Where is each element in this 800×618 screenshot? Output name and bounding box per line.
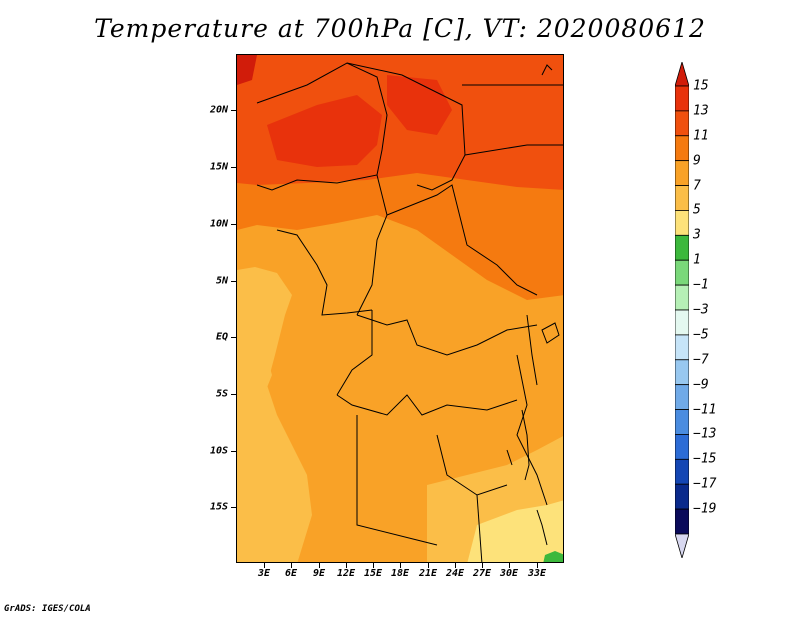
colorbar-cell	[675, 234, 689, 261]
colorbar-cell	[675, 359, 689, 386]
colorbar-cell	[675, 160, 689, 186]
y-tick	[231, 167, 236, 168]
band-13-15-a	[267, 95, 382, 167]
x-tick	[291, 563, 292, 568]
x-tick-label: 18E	[390, 568, 410, 579]
band-9-11	[237, 165, 563, 300]
x-tick	[346, 563, 347, 568]
x-tick-label: 9E	[312, 568, 326, 579]
y-tick-label: 15N	[209, 161, 228, 173]
x-tick	[455, 563, 456, 568]
colorbar-label: −11	[693, 402, 717, 418]
x-tick-label: 21E	[418, 568, 438, 579]
country-borders	[256, 62, 563, 562]
colorbar-cell	[675, 384, 689, 410]
x-tick-label: 24E	[445, 568, 465, 579]
y-tick-label: 15S	[209, 501, 228, 513]
colorbar-label: 9	[693, 153, 701, 169]
colorbar-label: −3	[693, 302, 709, 318]
colorbar-cell	[675, 508, 689, 535]
x-tick	[400, 563, 401, 568]
x-tick	[537, 563, 538, 568]
y-tick-label: 10N	[209, 218, 228, 230]
y-tick	[231, 337, 236, 338]
colorbar-label: 7	[693, 178, 701, 194]
lakes	[506, 64, 560, 546]
y-tick-label: 20N	[209, 104, 228, 116]
colorbar-cell	[675, 259, 689, 286]
x-tick-label: 3E	[257, 568, 271, 579]
colorbar-cell	[675, 210, 689, 236]
x-tick	[373, 563, 374, 568]
colorbar-cell	[675, 434, 689, 460]
colorbar-cell	[675, 85, 689, 112]
colorbar-cell	[675, 409, 689, 435]
temperature-field	[237, 55, 563, 562]
colorbar	[675, 62, 689, 558]
colorbar-cell	[675, 185, 689, 211]
colorbar-label: 3	[693, 227, 701, 243]
colorbar-cell	[675, 334, 689, 361]
y-tick-label: 5N	[215, 275, 228, 287]
y-tick-label: EQ	[215, 331, 228, 343]
colorbar-label: −5	[693, 327, 709, 343]
colorbar-label: −19	[693, 501, 717, 517]
x-tick-label: 33E	[527, 568, 547, 579]
colorbar-label: −15	[693, 451, 717, 467]
colorbar-cell	[675, 135, 689, 162]
x-tick	[509, 563, 510, 568]
y-tick	[231, 281, 236, 282]
x-tick	[264, 563, 265, 568]
colorbar-label: 11	[693, 128, 709, 144]
colorbar-label: −17	[693, 476, 717, 492]
map-panel	[236, 54, 564, 563]
colorbar-cell	[675, 458, 689, 485]
colorbar-cell	[675, 284, 689, 311]
colorbar-label: −13	[693, 426, 717, 442]
colorbar-label: −7	[693, 352, 709, 368]
y-tick-label: 5S	[215, 388, 228, 400]
colorbar-label: −1	[693, 277, 709, 293]
colorbar-cell	[675, 110, 689, 137]
band-1-3	[543, 551, 563, 562]
colorbar-label: 5	[693, 202, 701, 218]
colorbar-cell	[675, 483, 689, 510]
y-tick	[231, 224, 236, 225]
x-tick-label: 12E	[336, 568, 356, 579]
y-tick	[231, 451, 236, 452]
credit-text: GrADS: IGES/COLA	[4, 604, 91, 614]
band-3-5-west	[237, 335, 272, 440]
colorbar-label: 15	[693, 78, 709, 94]
x-tick	[319, 563, 320, 568]
colorbar-cap-top	[675, 62, 689, 87]
colorbar-label: 13	[693, 103, 709, 119]
x-tick-label: 6E	[284, 568, 298, 579]
colorbar-cell	[675, 309, 689, 336]
colorbar-label: 1	[693, 252, 701, 268]
colorbar-label: −9	[693, 377, 709, 393]
y-tick-label: 10S	[209, 445, 228, 457]
y-tick	[231, 394, 236, 395]
band-13-15-b	[387, 75, 452, 135]
x-tick-label: 27E	[472, 568, 492, 579]
x-tick-label: 30E	[499, 568, 519, 579]
x-tick	[482, 563, 483, 568]
y-tick	[231, 110, 236, 111]
chart-title: Temperature at 700hPa [C], VT: 202008061…	[94, 14, 706, 43]
x-tick	[428, 563, 429, 568]
colorbar-cap-bottom	[675, 533, 689, 558]
x-tick-label: 15E	[363, 568, 383, 579]
band-13-15-c	[237, 55, 257, 85]
y-tick	[231, 507, 236, 508]
